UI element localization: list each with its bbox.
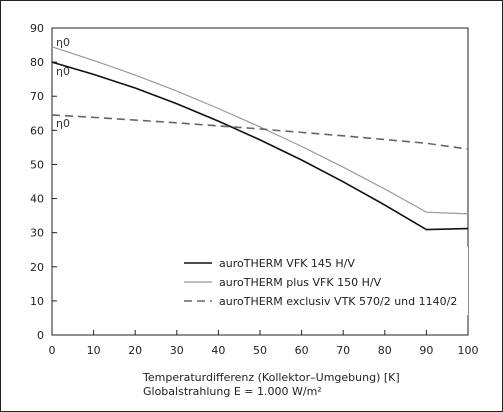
x-tick-label: 60 bbox=[295, 344, 309, 357]
y-tick-label: 60 bbox=[30, 124, 44, 137]
x-tick-label: 80 bbox=[378, 344, 392, 357]
x-tick-label: 30 bbox=[170, 344, 184, 357]
x-axis-label-line2: Globalstrahlung E = 1.000 W/m² bbox=[143, 385, 322, 398]
y-tick-label: 0 bbox=[37, 329, 44, 342]
series-line-3 bbox=[51, 114, 469, 150]
y-tick-label: 40 bbox=[30, 193, 44, 206]
eta-annotation: η0 bbox=[56, 65, 70, 78]
eta-annotation: η0 bbox=[56, 36, 70, 49]
series-lines bbox=[51, 46, 469, 231]
y-tick-label: 90 bbox=[30, 22, 44, 35]
y-tick-label: 30 bbox=[30, 227, 44, 240]
x-tick-label: 90 bbox=[419, 344, 433, 357]
legend-label: auroTHERM exclusiv VTK 570/2 und 1140/2 bbox=[219, 295, 457, 308]
y-tick-label: 70 bbox=[30, 90, 44, 103]
x-tick-label: 70 bbox=[336, 344, 350, 357]
tick-labels: 0 10 20 30 40 50 60 70 80 90 0 10 20 30 40 50 60 70 80 90 10… bbox=[30, 22, 479, 357]
legend: auroTHERM VFK 145 H/V auroTHERM plus VFK … bbox=[172, 247, 468, 315]
y-tick-label: 80 bbox=[30, 56, 44, 69]
series-line-2 bbox=[51, 46, 469, 215]
x-tick-label: 20 bbox=[128, 344, 142, 357]
x-axis-label: Temperaturdifferenz (Kollektor–Umgebung)… bbox=[142, 371, 400, 384]
legend-label: auroTHERM plus VFK 150 H/V bbox=[219, 276, 382, 289]
y-tick-label: 50 bbox=[30, 158, 44, 171]
y-tick-label: 10 bbox=[30, 295, 44, 308]
legend-box bbox=[172, 247, 468, 315]
eta-annotation: η0 bbox=[56, 117, 70, 130]
x-tick-label: 10 bbox=[87, 344, 101, 357]
x-tick-label: 50 bbox=[253, 344, 267, 357]
eta-annotations: η0 η0 η0 bbox=[56, 36, 70, 130]
x-tick-label: 0 bbox=[49, 344, 56, 357]
series-line-1 bbox=[51, 61, 469, 231]
y-tick-label: 20 bbox=[30, 261, 44, 274]
x-tick-label: 100 bbox=[458, 344, 479, 357]
x-tick-label: 40 bbox=[211, 344, 225, 357]
legend-label: auroTHERM VFK 145 H/V bbox=[219, 257, 355, 270]
